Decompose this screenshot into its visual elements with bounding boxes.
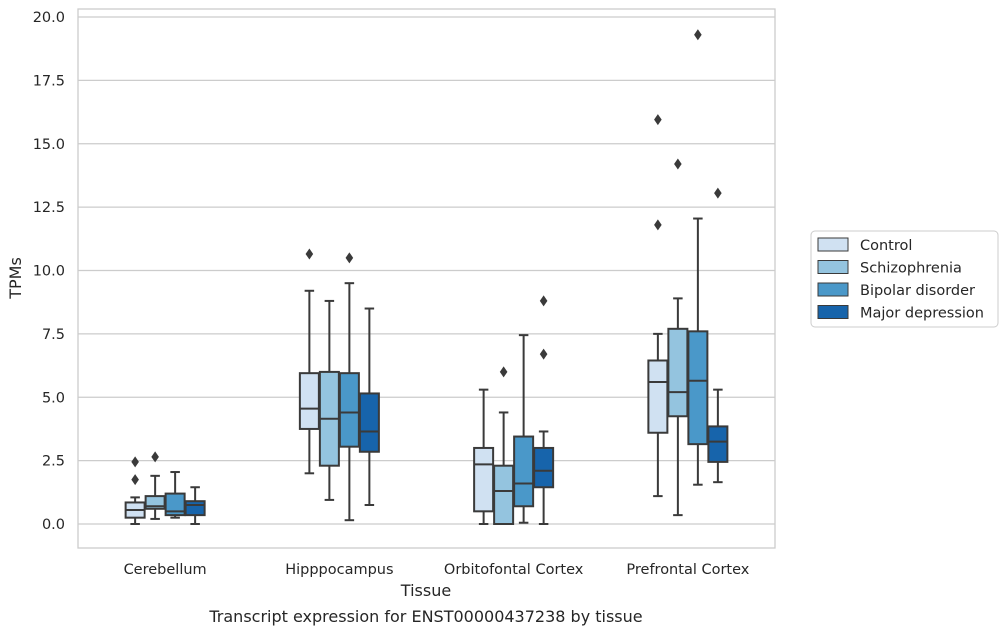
chart-caption: Transcript expression for ENST0000043723… (208, 607, 642, 626)
outlier-point (151, 451, 159, 463)
box-body (513, 435, 535, 508)
box (533, 295, 555, 525)
y-tick-label: 17.5 (33, 73, 65, 89)
outlier-point (539, 348, 548, 360)
box-body (493, 464, 515, 526)
box-body (687, 330, 709, 446)
box (687, 29, 709, 486)
box-body (533, 446, 555, 489)
y-tick-label: 15.0 (33, 137, 65, 153)
series-schizophrenia (144, 158, 689, 526)
legend-item: Schizophrenia (817, 260, 962, 277)
outlier-point (714, 187, 722, 199)
legend-item: Bipolar disorder (817, 282, 975, 299)
outlier-point (131, 474, 139, 486)
legend-swatch (817, 260, 849, 274)
box (298, 248, 320, 475)
box (493, 366, 515, 526)
y-tick-label: 2.5 (42, 454, 65, 470)
legend-label: Major depression (860, 306, 984, 322)
box (647, 114, 669, 498)
box (124, 456, 146, 525)
legend-label: Control (860, 238, 912, 254)
x-axis-ticks: Cerebellum Hipppocampus Orbitofontal Corte… (124, 562, 750, 578)
outlier-point (539, 295, 548, 307)
legend-swatch (817, 237, 849, 252)
y-tick-label: 10.0 (33, 264, 65, 280)
x-tick-label: Prefrontal Cortex (626, 562, 749, 578)
box (358, 307, 380, 506)
x-tick-label: Hipppocampus (285, 562, 393, 578)
grid-lines (78, 16, 775, 525)
series-control (124, 114, 669, 525)
outlier-point (654, 114, 662, 126)
outlier-point (654, 219, 662, 231)
y-tick-label: 5.0 (42, 390, 65, 406)
outlier-point (499, 366, 508, 378)
box-body (647, 359, 669, 434)
box (473, 388, 495, 525)
x-tick-label: Orbitofontal Cortex (444, 562, 584, 578)
box (144, 451, 166, 520)
y-tick-label: 20.0 (33, 10, 65, 26)
x-axis-title: Tissue (400, 581, 451, 600)
box-body (338, 372, 360, 448)
x-tick-label: Cerebellum (124, 562, 207, 578)
box (184, 486, 206, 525)
legend-frame (810, 230, 999, 328)
legend: Control Schizophrenia Bipolar disorder Majo… (810, 230, 999, 328)
legend-label: Schizophrenia (860, 261, 962, 277)
box-body (707, 425, 729, 463)
y-tick-label: 12.5 (33, 200, 65, 216)
y-axis-ticks: 0.0 2.5 5.0 7.5 10.0 12.5 15.0 17.5 20.0 (33, 10, 65, 533)
outlier-point (694, 29, 702, 41)
outlier-point (131, 456, 139, 468)
legend-label: Bipolar disorder (860, 283, 975, 299)
series-major-depression (184, 187, 729, 525)
plot-frame (77, 8, 776, 549)
box-body (358, 392, 380, 453)
legend-item: Control (817, 237, 912, 254)
box (707, 187, 729, 484)
y-tick-label: 7.5 (42, 327, 65, 343)
outlier-point (674, 158, 682, 170)
outlier-point (345, 252, 354, 264)
box-body (473, 446, 495, 513)
box (318, 299, 340, 501)
box-body (184, 500, 206, 517)
legend-item: Major depression (817, 305, 984, 322)
legend-swatch (817, 282, 849, 297)
legend-swatch (817, 305, 849, 319)
plot-area (78, 9, 775, 548)
outlier-point (305, 248, 314, 260)
y-tick-label: 0.0 (42, 517, 65, 533)
y-axis-title: TPMs (6, 257, 25, 300)
box-body (667, 327, 689, 418)
series-bipolar-disorder (164, 29, 709, 524)
box-body (298, 372, 320, 430)
box-plot-series (124, 29, 729, 526)
